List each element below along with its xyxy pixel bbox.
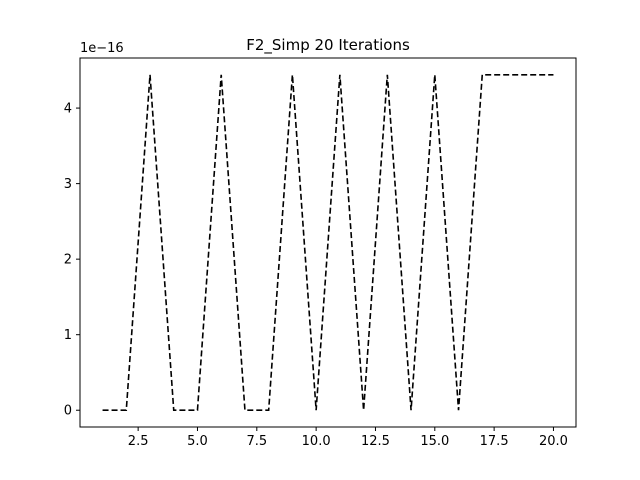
plot-area-frame: [79, 57, 577, 428]
x-tick-label: 15.0: [420, 434, 449, 449]
x-tick-label: 5.0: [187, 434, 208, 449]
chart-title: F2_Simp 20 Iterations: [246, 36, 410, 55]
x-tick-label: 17.5: [480, 434, 509, 449]
series-line: [102, 73, 554, 412]
y-tick-label: 0: [64, 404, 72, 419]
x-tick-label: 2.5: [128, 434, 149, 449]
y-tick-label: 3: [64, 177, 72, 192]
y-tick-label: 4: [64, 102, 72, 117]
y-offset-label: 1e−16: [80, 41, 124, 56]
x-tick-label: 10.0: [302, 434, 331, 449]
y-tick-label: 2: [64, 253, 72, 268]
x-tick-label: 7.5: [246, 434, 267, 449]
x-tick-label: 12.5: [361, 434, 390, 449]
x-tick-label: 20.0: [539, 434, 568, 449]
y-tick-label: 1: [64, 328, 72, 343]
